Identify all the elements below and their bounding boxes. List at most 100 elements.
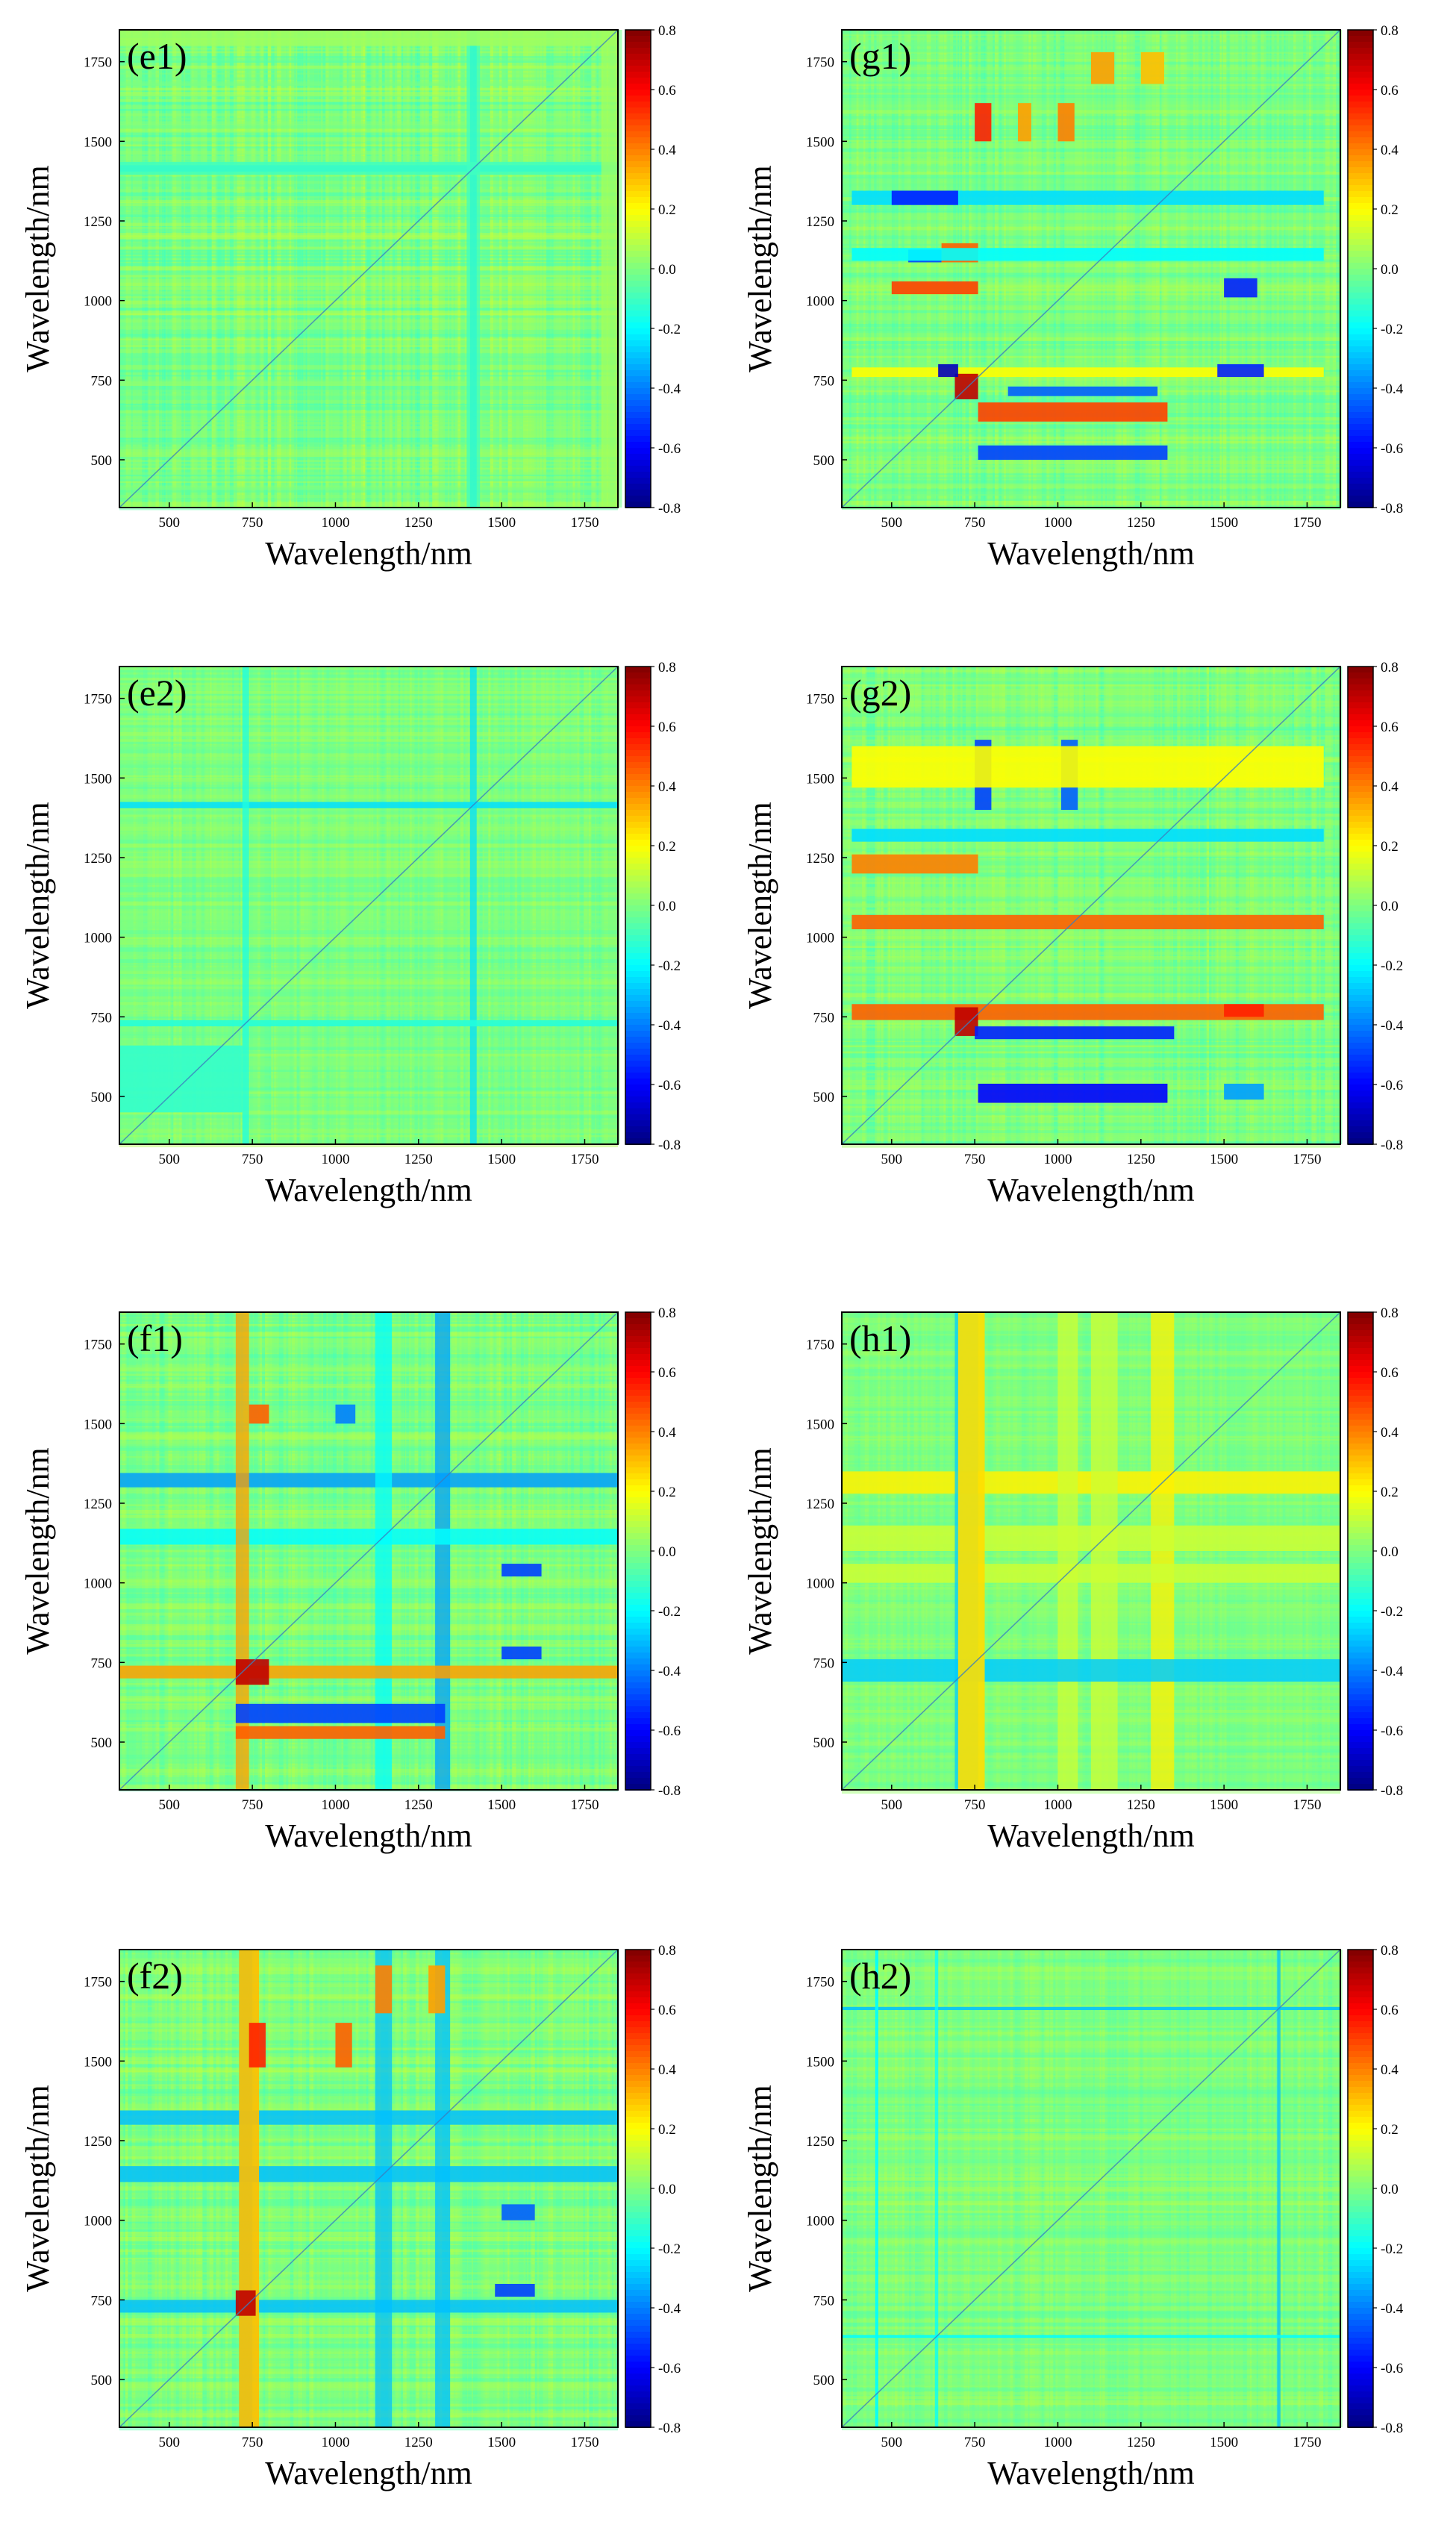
colorbar-segment [1348,2087,1373,2094]
colorbar-segment [1348,107,1373,114]
stripe-h [119,1781,618,1785]
stripe-v [1155,30,1160,508]
colorbar-segment [625,852,651,858]
colorbar-segment [1348,2236,1373,2243]
colorbar-segment [625,941,651,948]
stripe-v [1084,30,1087,508]
stripe-h [119,1497,618,1501]
stripe-v [512,1312,516,1790]
stripe-h [842,1106,1340,1108]
colorbar-segment [625,828,651,834]
stripe-h [842,1067,1340,1070]
colorbar-segment [625,412,651,419]
stripe-v [1063,667,1068,1144]
stripe-v [160,667,163,1144]
colorbar-segment [1348,155,1373,162]
colorbar-segment [625,1120,651,1127]
colorbar: 0.80.60.40.20.0-0.2-0.4-0.6-0.8 [625,1305,681,1799]
colorbar-segment [625,1043,651,1049]
colorbar-tick-label: 0.0 [658,2182,676,2197]
stripe-h [119,2374,618,2377]
stripe-h [119,843,618,848]
stripe-v [1207,1950,1212,2427]
stripe-h [119,1091,618,1094]
colorbar-segment [1348,484,1373,490]
stripe-v [1221,667,1225,1144]
stripe-v [313,30,319,508]
stripe-v [1291,667,1296,1144]
colorbar-segment [1348,870,1373,876]
colorbar-segment [625,1973,651,1980]
colorbar-segment [625,2350,651,2356]
colorbar-segment [625,1742,651,1749]
stripe-v [1332,30,1337,508]
colorbar-segment [1348,490,1373,496]
stripe-v [1152,30,1156,508]
stripe-h [119,2297,618,2301]
colorbar-tick-label: -0.4 [1381,2301,1404,2317]
stripe-v [178,1950,182,2427]
stripe-h [119,976,618,978]
x-tick-label: 500 [159,1797,181,1813]
stripe-v [1118,1950,1123,2427]
stripe-v [1266,1950,1268,2427]
colorbar-segment [625,1378,651,1385]
stripe-h [842,420,1340,424]
stripe-h [842,984,1340,987]
colorbar-segment [1348,1497,1373,1504]
stripe-h [119,2146,618,2150]
colorbar-segment [625,2284,651,2291]
colorbar-segment [1348,2069,1373,2076]
stripe-v [158,1950,162,2427]
stripe-v [944,1950,948,2427]
stripe-v [507,30,512,508]
stripe-v [604,667,609,1144]
stripe-v [211,30,216,508]
stripe-v [128,30,131,508]
stripe-h [119,2215,618,2218]
colorbar-segment [1348,2272,1373,2279]
stripe-v [957,30,960,508]
colorbar-segment [1348,1449,1373,1456]
colorbar-segment [1348,864,1373,870]
stripe-v [973,30,977,508]
stripe-v [1078,30,1083,508]
stripe-h [119,2418,618,2421]
colorbar-segment [1348,1438,1373,1444]
x-tick-label: 1250 [404,1152,433,1167]
stripe-v [1053,30,1056,508]
stripe-v [1300,667,1303,1144]
stripe-v [853,1950,857,2427]
colorbar-segment [1348,424,1373,431]
stripe-h [119,218,618,220]
stripe-v [997,1950,1002,2427]
colorbar-segment [1348,239,1373,246]
stripe-v [216,1312,219,1790]
stripe-v [565,667,569,1144]
colorbar-segment [1348,1712,1373,1719]
stripe-v [229,30,234,508]
colorbar-segment [1348,287,1373,293]
stripe-h [119,1111,618,1115]
colorbar-segment [625,293,651,299]
stripe-h [842,287,1340,290]
stripe-v [222,30,225,508]
colorbar-segment [625,1623,651,1629]
stripe-v [237,667,239,1144]
stripe-h [119,356,618,361]
stripe-v [1141,30,1146,508]
stripe-v [1098,667,1103,1144]
stripe-v [414,1312,419,1790]
stripe-h [119,2241,618,2244]
stripe-v [416,30,420,508]
stripe-h [842,169,1340,171]
colorbar-tick-label: 0.0 [658,899,676,914]
stripe-h [842,1082,1340,1085]
x-tick-label: 750 [242,2435,263,2450]
stripe-v [309,1950,313,2427]
feature-patch [975,103,992,142]
stripe-h [842,327,1340,331]
colorbar-segment [625,496,651,502]
stripe-v [1243,1950,1247,2427]
stripe-h [842,808,1340,813]
